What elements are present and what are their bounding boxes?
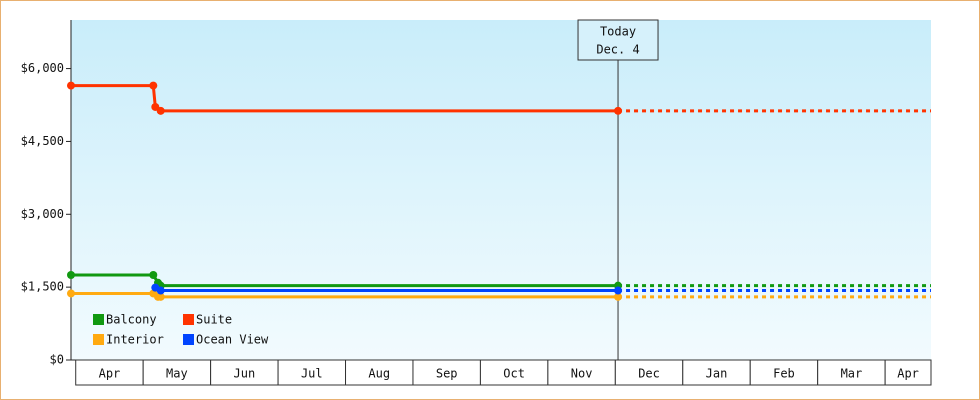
- price-point: [149, 271, 158, 279]
- y-tick-label: $6,000: [21, 61, 64, 75]
- legend-swatch: [183, 334, 194, 345]
- price-point: [156, 292, 165, 301]
- price-point: [156, 106, 165, 115]
- x-tick-label: Apr: [897, 367, 919, 381]
- today-label: Today: [600, 25, 636, 39]
- x-tick-label: Nov: [571, 367, 593, 381]
- x-tick-label: Mar: [841, 367, 863, 381]
- price-point: [67, 271, 75, 279]
- today-box: [577, 19, 659, 61]
- month-cell: [210, 359, 279, 386]
- month-cell: [884, 359, 932, 386]
- month-cell: [817, 359, 886, 386]
- month-cell: [547, 359, 616, 386]
- y-tick-label: $4,500: [21, 134, 64, 148]
- x-tick-label: Feb: [773, 367, 795, 381]
- y-tick-label: $3,000: [21, 207, 64, 221]
- x-tick-label: Jul: [301, 367, 323, 381]
- x-tick-label: Sep: [436, 367, 458, 381]
- legend-swatch: [93, 334, 104, 345]
- month-cell: [682, 359, 751, 386]
- x-tick-label: May: [166, 367, 188, 381]
- y-tick-label: $1,500: [21, 280, 64, 294]
- x-tick-label: Oct: [503, 367, 525, 381]
- legend-label: Balcony: [106, 313, 157, 327]
- legend-label: Ocean View: [196, 333, 269, 347]
- price-point: [614, 292, 623, 301]
- x-tick-label: Dec: [638, 367, 660, 381]
- legend-label: Interior: [106, 333, 164, 347]
- x-tick-label: Jan: [706, 367, 728, 381]
- x-tick-label: Aug: [368, 367, 390, 381]
- price-point: [67, 81, 75, 90]
- price-point: [156, 286, 165, 295]
- month-cell: [75, 359, 144, 386]
- x-tick-label: Jun: [234, 367, 256, 381]
- legend-swatch: [93, 314, 104, 325]
- price-point: [67, 289, 75, 298]
- month-cell: [142, 359, 212, 386]
- y-tick-label: $0: [50, 353, 64, 367]
- plot-area: [71, 20, 931, 360]
- today-label: Dec. 4: [596, 43, 639, 57]
- month-cell: [277, 359, 347, 386]
- month-cell: [345, 359, 414, 386]
- price-point: [614, 106, 623, 115]
- price-point: [614, 286, 623, 295]
- x-tick-label: Apr: [99, 367, 121, 381]
- price-point: [149, 81, 158, 90]
- legend-swatch: [183, 314, 194, 325]
- legend-label: Suite: [196, 313, 232, 327]
